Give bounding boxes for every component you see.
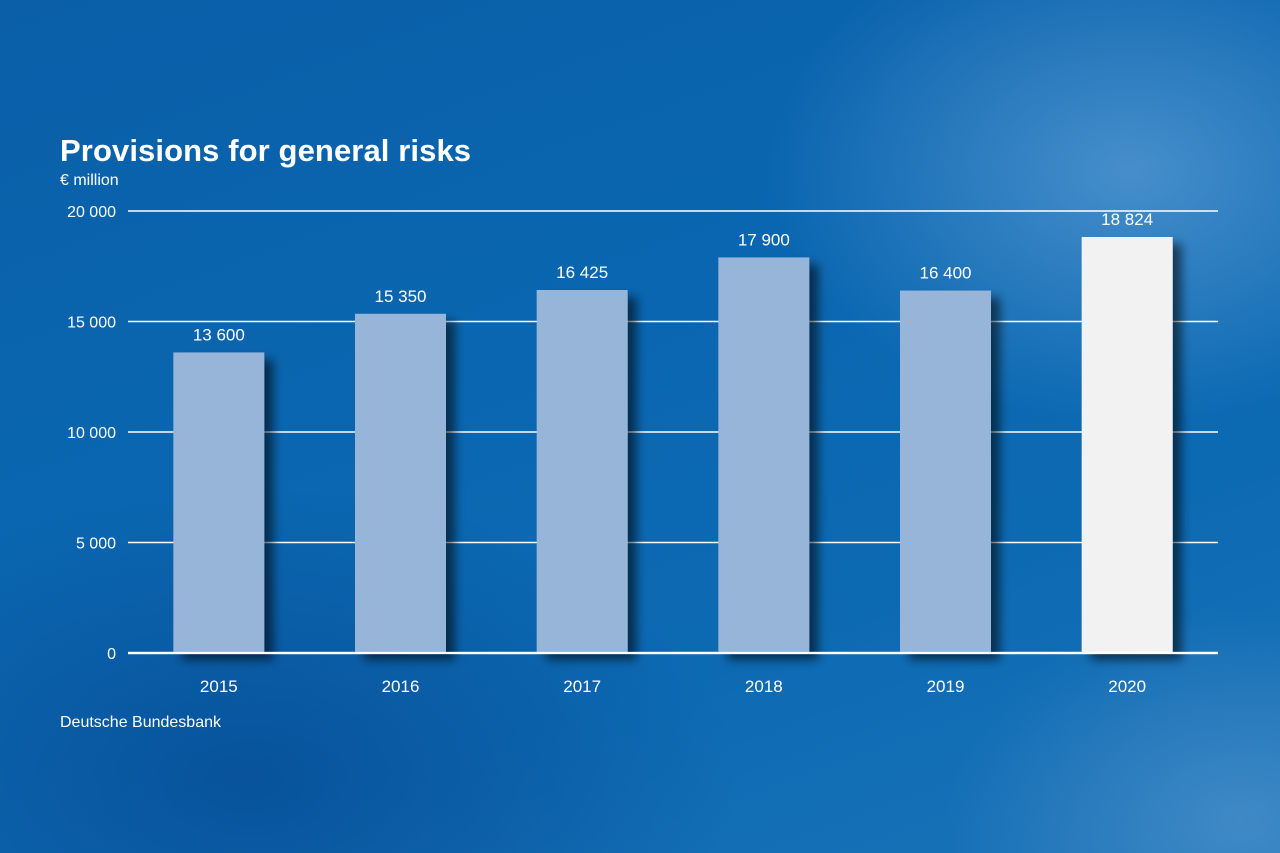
x-tick-label-2016: 2016 [382,677,420,696]
labels: 0 5 000 10 000 15 000 20 000 13 600 2015 15 350… [67,204,1218,696]
chart-title: Provisions for general risks [60,133,472,168]
x-tick-label-2015: 2015 [200,677,238,696]
data-label-2018: 17 900 [738,230,790,249]
y-tick-label: 10 000 [67,425,116,442]
bar-2020 [1081,236,1173,653]
y-tick-label: 0 [107,646,116,663]
gridlines [128,210,1218,655]
data-label-2020: 18 824 [1101,210,1153,229]
bars [173,236,1173,653]
data-label-2015: 13 600 [193,325,245,344]
data-label-2016: 15 350 [375,287,427,306]
bar-2017 [536,290,628,653]
x-tick-label-2017: 2017 [563,677,601,696]
bar-2015 [173,352,265,653]
data-label-2017: 16 425 [556,263,608,282]
bar-2016 [355,313,446,653]
x-tick-label-2018: 2018 [745,677,783,696]
y-axis-unit-label: € million [60,172,119,189]
x-tick-label-2020: 2020 [1108,677,1146,696]
source-note: Deutsche Bundesbank [60,714,221,731]
y-tick-label: 20 000 [67,204,116,221]
bar-2019 [900,290,991,653]
data-label-2019: 16 400 [920,264,972,283]
y-tick-label: 15 000 [67,315,116,332]
y-tick-label: 5 000 [76,536,116,553]
x-tick-label-2019: 2019 [927,677,965,696]
bar-2018 [718,257,810,653]
